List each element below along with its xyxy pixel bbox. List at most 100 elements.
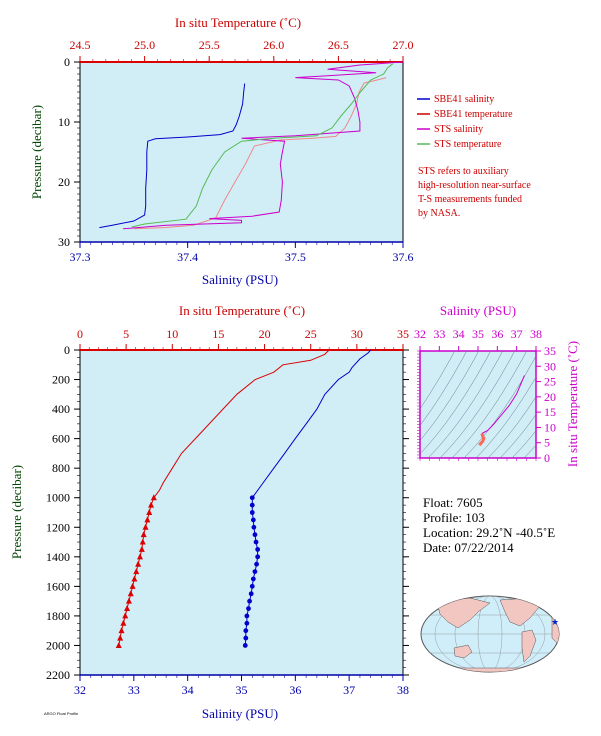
density-contour (427, 351, 503, 458)
top-pressure-axis-title: Pressure (decibar) (29, 105, 44, 199)
temperature-triangle-marker (124, 605, 131, 612)
ts-temperature-tick-label: 30 (544, 359, 556, 373)
top-temp-ticks: 24.5 25.0 25.5 26.0 26.5 27.0 (70, 38, 414, 62)
float-id: Float: 7605 (423, 495, 483, 510)
bottom-temp-tick-label: 30 (351, 327, 363, 341)
ts-salinity-tick-label: 36 (491, 327, 503, 341)
ts-temperature-tick-label: 20 (544, 390, 556, 404)
float-location-star-icon: ★ (551, 617, 559, 627)
ts-salinity-tick-label: 35 (472, 327, 484, 341)
float-location: Location: 29.2˚N -40.5˚E (423, 525, 556, 540)
salinity-dot-marker (247, 598, 252, 604)
salinity-dot-marker (252, 532, 258, 538)
bottom-sal-tick-label: 35 (236, 683, 248, 697)
bottom-sal-tick-label: 34 (182, 683, 194, 697)
salinity-dot-marker (246, 606, 251, 611)
bottom-temp-ticks: 0 5 10 15 20 25 30 35 (77, 327, 409, 350)
ts-salinity-ticks: 32 33 34 35 36 37 38 (414, 327, 542, 461)
temperature-triangle-marker (118, 627, 125, 634)
series-sts-temperature (131, 63, 394, 228)
temperature-triangle-marker (131, 575, 138, 582)
top-temp-tick-label: 27.0 (393, 38, 414, 52)
legend-label-sts-temperature: STS temperature (434, 139, 502, 150)
bottom-sal-tick-label: 38 (397, 683, 409, 697)
bottom-pressure-tick-label: 2200 (46, 668, 70, 682)
bottom-sal-tick-label: 33 (128, 683, 140, 697)
density-contour (439, 351, 515, 458)
salinity-dot-marker (249, 510, 255, 515)
salinity-dot-marker (242, 643, 248, 648)
footer-text: ARGO Float Profile (44, 711, 79, 716)
top-pressure-tick-label: 0 (64, 55, 70, 69)
salinity-dot-marker (248, 591, 254, 597)
ts-salinity-tick-label: 37 (511, 327, 523, 341)
series-sbe41-salinity (99, 83, 246, 229)
ts-temperature-tick-label: 5 (544, 436, 550, 450)
temperature-triangle-marker (122, 612, 129, 619)
temperature-triangle-marker (150, 494, 157, 501)
bottom-temp-tick-label: 5 (123, 327, 129, 341)
salinity-dot-marker (250, 517, 256, 523)
temperature-triangle-marker (146, 509, 153, 515)
profile-number: Profile: 103 (423, 510, 485, 525)
temperature-triangle-marker (139, 538, 146, 545)
density-contour (475, 376, 536, 458)
top-sal-tick-label: 37.4 (177, 250, 198, 264)
legend-label-sbe41-temperature: SBE41 temperature (434, 109, 513, 120)
salinity-dot-marker (255, 554, 261, 560)
temperature-triangle-marker (129, 582, 136, 589)
temperature-triangle-marker (133, 568, 140, 575)
bottom-pressure-tick-label: 1400 (46, 550, 70, 564)
temperature-triangle-marker (115, 641, 122, 648)
ts-temperature-tick-label: 0 (544, 451, 550, 465)
bottom-sal-ticks: 32 33 34 35 36 37 38 (74, 675, 409, 697)
density-contour (451, 351, 527, 458)
salinity-dot-marker (251, 524, 257, 530)
note-line-4: by NASA. (418, 208, 460, 219)
top-pressure-tick-label: 30 (58, 235, 70, 249)
top-sal-tick-label: 37.3 (70, 250, 91, 264)
salinity-dot-marker (243, 635, 249, 641)
top-temp-axis-title: In situ Temperature (˚C) (175, 15, 301, 30)
ts-salinity-axis-title: Salinity (PSU) (440, 303, 516, 318)
bottom-pressure-tick-label: 600 (52, 432, 70, 446)
note-line-2: high-resolution near-surface (418, 180, 531, 191)
density-contour (523, 444, 536, 458)
temperature-triangle-marker (148, 501, 155, 508)
ts-curve (481, 375, 525, 434)
bottom-pressure-tick-label: 1600 (46, 579, 70, 593)
bottom-temp-tick-label: 0 (77, 327, 83, 341)
bottom-sal-axis-title: Salinity (PSU) (202, 706, 278, 721)
legend-label-sts-salinity: STS salinity (434, 124, 483, 135)
salinity-dot-marker (249, 495, 255, 501)
bottom-pressure-ticks: 0 200 400 600 800 1000 1200 1400 1600 1800 2000 220… (46, 343, 409, 682)
bottom-temp-tick-label: 20 (259, 327, 271, 341)
salinity-dot-marker (243, 628, 249, 634)
profile-date: Date: 07/22/2014 (423, 540, 514, 555)
bottom-temp-tick-label: 25 (305, 327, 317, 341)
bottom-pressure-tick-label: 2000 (46, 638, 70, 652)
density-contour (420, 351, 455, 410)
bottom-pressure-tick-label: 1000 (46, 491, 70, 505)
salinity-dot-marker (252, 569, 258, 574)
series-salinity-line (244, 349, 372, 646)
density-contour (420, 351, 491, 455)
top-sal-tick-label: 37.5 (285, 250, 306, 264)
world-map: ★ (420, 595, 560, 673)
top-panel: 24.5 25.0 25.5 26.0 26.5 27.0 37.3 37.4 37.5 37.… (29, 15, 414, 287)
bottom-sal-tick-label: 32 (74, 683, 86, 697)
ts-salinity-tick-label: 34 (453, 327, 465, 341)
salinity-dot-marker (254, 561, 259, 567)
ts-salinity-tick-label: 38 (530, 327, 542, 341)
bottom-temp-tick-label: 15 (212, 327, 224, 341)
top-temp-tick-label: 25.0 (134, 38, 155, 52)
density-contour (463, 355, 536, 458)
top-pressure-ticks: 0 10 20 30 (58, 55, 80, 249)
ts-salinity-tick-label: 33 (433, 327, 445, 341)
top-temp-tick-label: 24.5 (70, 38, 91, 52)
bottom-pressure-tick-label: 1200 (46, 520, 70, 534)
bottom-plot-area (79, 349, 404, 676)
ts-density-contours (420, 351, 536, 458)
